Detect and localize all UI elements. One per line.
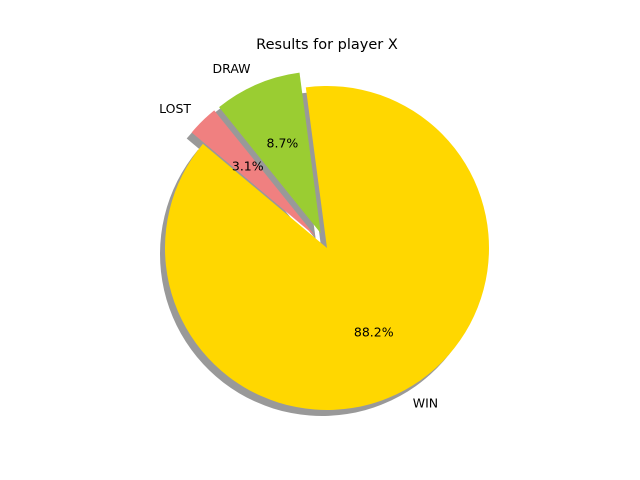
pie-slices [165,72,490,411]
slice-percent-win: 88.2% [354,325,394,340]
slice-label-win: WIN [413,396,438,411]
pie-slice-lost [191,110,316,237]
slice-percent-lost: 3.1% [232,159,264,174]
slice-labels: WIN 88.2% DRAW 8.7% LOST 3.1% [159,61,438,411]
slice-label-draw: DRAW [213,61,251,76]
pie-slice-win [165,85,490,411]
slice-percent-draw: 8.7% [267,135,299,150]
slice-label-lost: LOST [159,101,191,116]
pie-slice-draw [219,72,321,234]
chart-title: Results for player X [256,37,398,53]
